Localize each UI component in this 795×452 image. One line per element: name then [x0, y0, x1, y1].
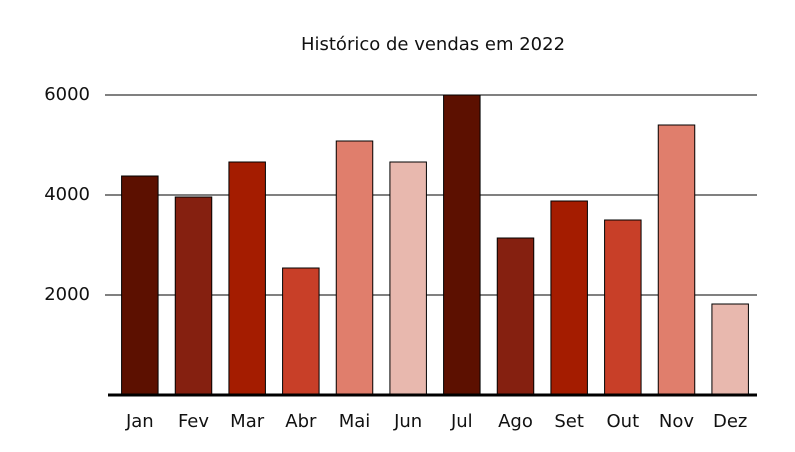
x-tick-label: Fev [178, 411, 209, 432]
x-tick-label: Ago [498, 411, 533, 432]
chart-title: Histórico de vendas em 2022 [301, 34, 565, 55]
bar [335, 140, 374, 396]
x-tick-label: Mai [339, 411, 371, 432]
x-tick-label: Set [554, 411, 584, 432]
bar [496, 237, 535, 396]
bar [443, 94, 481, 396]
bar [389, 161, 427, 396]
bar [228, 161, 266, 396]
x-tick-label: Mar [230, 411, 265, 432]
x-tick-label: Abr [285, 411, 317, 432]
x-tick-label: Jul [450, 411, 473, 432]
bar [174, 196, 213, 396]
bar [282, 267, 320, 396]
bar [657, 124, 696, 396]
x-tick-label: Nov [659, 411, 694, 432]
x-tick-label: Out [607, 411, 640, 432]
bar [550, 200, 588, 396]
x-tick-label: Dez [713, 411, 747, 432]
bar [711, 303, 749, 396]
y-tick-label: 4000 [44, 184, 90, 205]
bar [604, 219, 642, 396]
y-tick-label: 2000 [44, 284, 90, 305]
x-tick-label: Jan [125, 411, 154, 432]
bar [121, 175, 159, 396]
x-tick-label: Jun [393, 411, 422, 432]
y-tick-label: 6000 [44, 84, 90, 105]
